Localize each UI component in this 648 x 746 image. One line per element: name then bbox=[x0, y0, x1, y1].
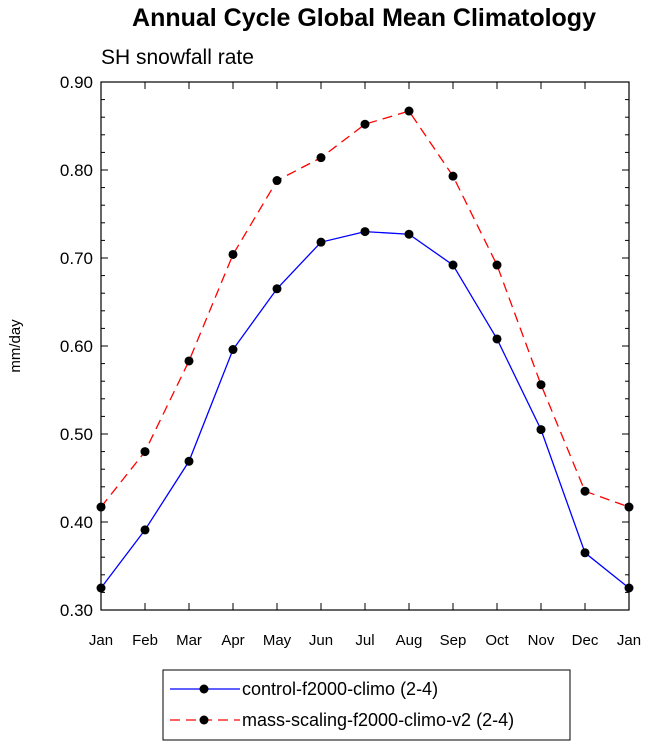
y-tick-label: 0.90 bbox=[60, 73, 93, 92]
series-2-point bbox=[184, 356, 194, 366]
legend-marker-2 bbox=[199, 715, 209, 725]
series-1-point bbox=[624, 583, 634, 593]
y-tick-label: 0.30 bbox=[60, 601, 93, 620]
series-1-point bbox=[536, 425, 546, 435]
series-1-point bbox=[316, 237, 326, 247]
legend-label-1: control-f2000-climo (2-4) bbox=[242, 679, 438, 699]
series-layer bbox=[96, 106, 634, 593]
x-tick-label: Jul bbox=[355, 632, 374, 649]
x-tick-label: Dec bbox=[572, 632, 599, 649]
series-2-point bbox=[360, 119, 370, 129]
series-1-point bbox=[272, 284, 282, 294]
series-1-point bbox=[96, 583, 106, 593]
series-2-point bbox=[624, 502, 634, 512]
series-2-point bbox=[404, 106, 414, 116]
y-tick-label: 0.50 bbox=[60, 425, 93, 444]
series-2-point bbox=[316, 153, 326, 163]
x-tick-label: Apr bbox=[221, 632, 244, 649]
y-tick-label: 0.80 bbox=[60, 161, 93, 180]
legend: control-f2000-climo (2-4) mass-scaling-f2… bbox=[162, 669, 571, 741]
series-1-point bbox=[448, 260, 458, 270]
y-tick-label: 0.70 bbox=[60, 249, 93, 268]
x-tick-label: Nov bbox=[528, 632, 555, 649]
x-tick-label: Aug bbox=[396, 632, 423, 649]
series-1-point bbox=[492, 334, 502, 344]
series-2-point bbox=[228, 249, 238, 259]
chart-subtitle: SH snowfall rate bbox=[101, 46, 254, 69]
chart-title: Annual Cycle Global Mean Climatology bbox=[132, 4, 596, 32]
series-2-point bbox=[536, 380, 546, 390]
series-2-point bbox=[140, 447, 150, 457]
series-1-point bbox=[360, 227, 370, 237]
legend-label-2: mass-scaling-f2000-climo-v2 (2-4) bbox=[242, 710, 514, 730]
series-line-2 bbox=[100, 110, 630, 508]
y-tick-label: 0.60 bbox=[60, 337, 93, 356]
series-2-point bbox=[96, 502, 106, 512]
x-tick-label: Jan bbox=[89, 632, 113, 649]
x-tick-label: Oct bbox=[485, 632, 509, 649]
x-tick-label: Sep bbox=[440, 632, 467, 649]
series-2-point bbox=[272, 176, 282, 186]
series-1-point bbox=[228, 345, 238, 355]
x-tick-label: May bbox=[263, 632, 292, 649]
y-axis-label: mm/day bbox=[7, 319, 24, 373]
x-tick-label: Mar bbox=[176, 632, 202, 649]
legend-marker-1 bbox=[199, 684, 209, 694]
series-2-point bbox=[492, 260, 502, 270]
y-tick-label: 0.40 bbox=[60, 513, 93, 532]
x-tick-label: Feb bbox=[132, 632, 158, 649]
series-1-point bbox=[580, 548, 590, 558]
plot-frame bbox=[100, 81, 630, 611]
series-1-point bbox=[184, 456, 194, 466]
series-1-point bbox=[404, 229, 414, 239]
series-line-1 bbox=[100, 230, 630, 589]
x-tick-label: Jun bbox=[309, 632, 333, 649]
legend-box bbox=[162, 669, 571, 741]
series-2-point bbox=[448, 171, 458, 181]
series-1-point bbox=[140, 525, 150, 535]
series-2-point bbox=[580, 486, 590, 496]
x-tick-label: Jan bbox=[617, 632, 641, 649]
axis-ticks: 0.30 0.40 0.50 0.60 0.70 0.80 0.90 Jan Feb Mar Apr… bbox=[60, 73, 641, 649]
